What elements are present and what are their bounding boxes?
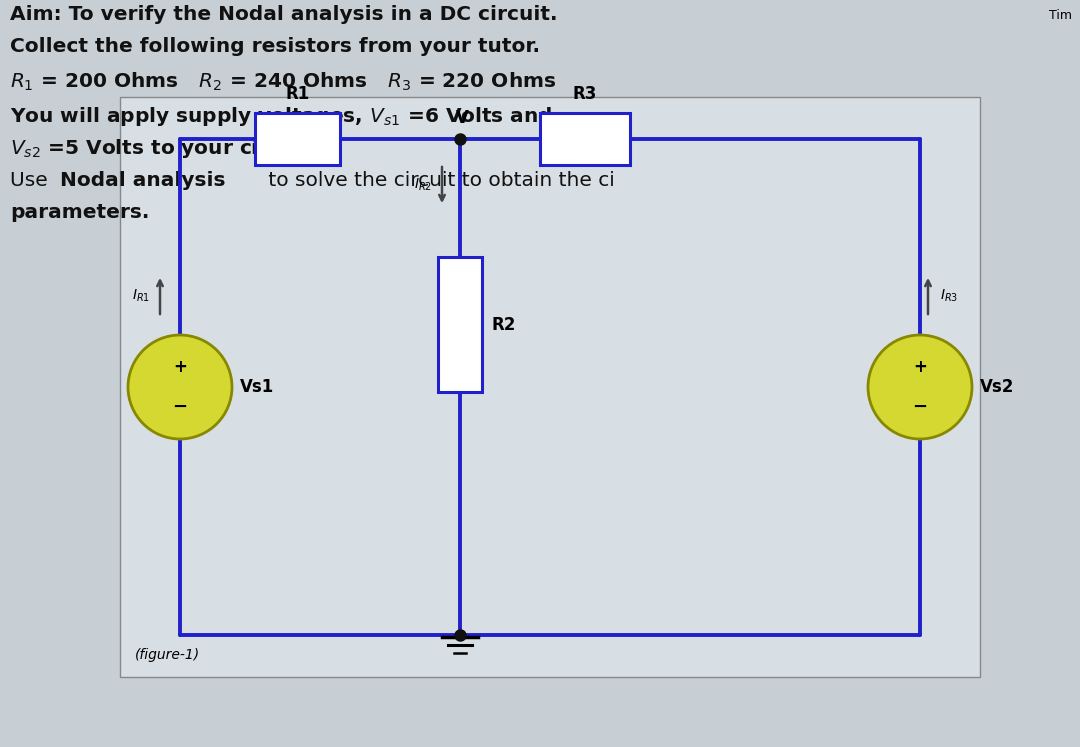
Text: −: −	[913, 397, 928, 416]
Text: R3: R3	[572, 85, 597, 103]
Text: R1: R1	[285, 85, 310, 103]
Text: +: +	[913, 359, 927, 376]
Text: Vs1: Vs1	[240, 378, 274, 396]
Text: $R_1$ = 200 Ohms   $R_2$ = 240 Ohms   $R_3$ = 220 Ohms: $R_1$ = 200 Ohms $R_2$ = 240 Ohms $R_3$ …	[10, 71, 556, 93]
Text: (figure-1): (figure-1)	[135, 648, 200, 662]
Text: Collect the following resistors from your tutor.: Collect the following resistors from you…	[10, 37, 540, 56]
Ellipse shape	[868, 335, 972, 439]
Text: $I_{R1}$: $I_{R1}$	[132, 288, 150, 304]
Ellipse shape	[129, 335, 232, 439]
FancyBboxPatch shape	[120, 97, 980, 677]
Text: +: +	[173, 359, 187, 376]
Text: Vs2: Vs2	[980, 378, 1014, 396]
Text: You will apply supply voltages, $V_{s1}$ =6 Volts and: You will apply supply voltages, $V_{s1}$…	[10, 105, 553, 128]
Text: V: V	[456, 109, 469, 127]
Bar	[255, 113, 340, 165]
Text: R2: R2	[492, 315, 516, 333]
Text: $I_{R3}$: $I_{R3}$	[940, 288, 958, 304]
Text: −: −	[173, 397, 188, 416]
Text: to solve the circuit to obtain the ci: to solve the circuit to obtain the ci	[262, 171, 615, 190]
Bar	[438, 257, 482, 392]
Text: $I_{R2}$: $I_{R2}$	[414, 177, 432, 193]
Text: Use: Use	[10, 171, 54, 190]
Text: Aim: To verify the Nodal analysis in a DC circuit.: Aim: To verify the Nodal analysis in a D…	[10, 5, 557, 24]
Bar	[540, 113, 630, 165]
Text: Tim: Tim	[1049, 9, 1072, 22]
Text: $V_{s2}$ =5 Volts to your circuit.: $V_{s2}$ =5 Volts to your circuit.	[10, 137, 319, 160]
Text: parameters.: parameters.	[10, 203, 149, 222]
Text: Nodal analysis: Nodal analysis	[60, 171, 226, 190]
